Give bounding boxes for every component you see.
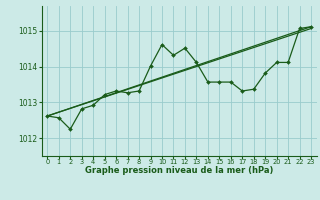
X-axis label: Graphe pression niveau de la mer (hPa): Graphe pression niveau de la mer (hPa) bbox=[85, 166, 273, 175]
